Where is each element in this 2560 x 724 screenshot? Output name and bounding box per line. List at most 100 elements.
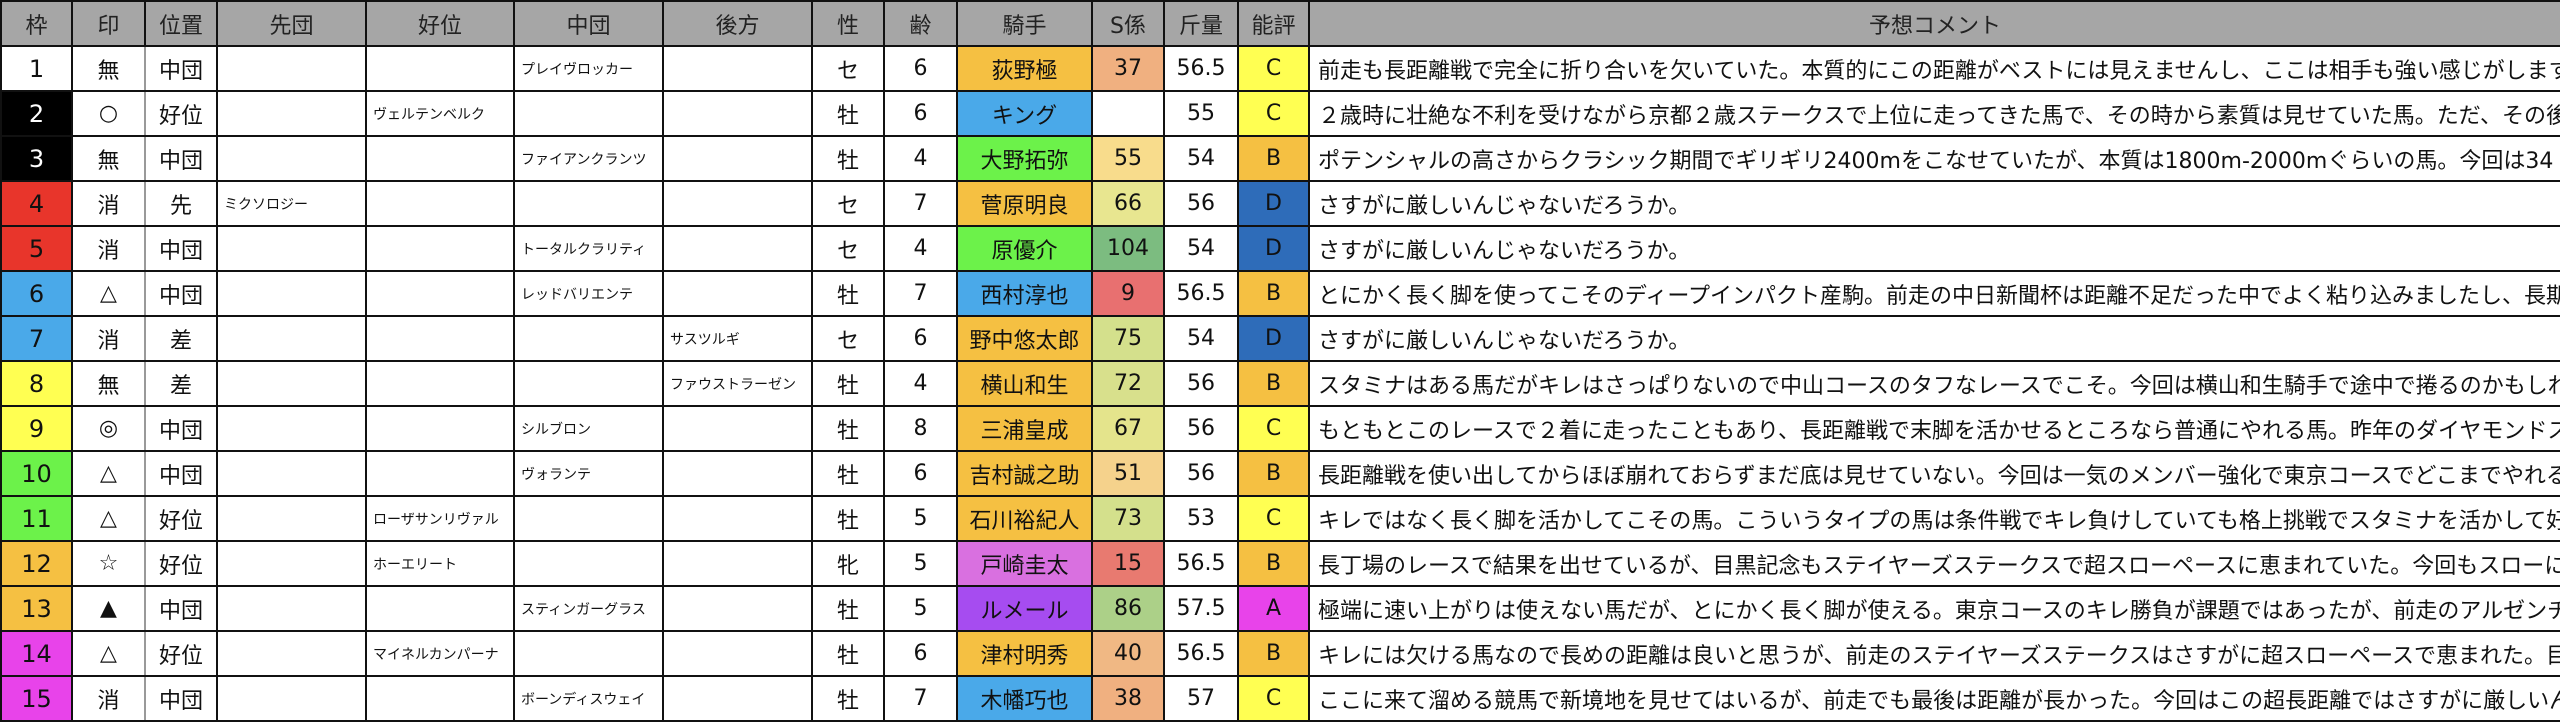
weight-cell[interactable]: 56	[1163, 450, 1239, 497]
koui-horse-cell[interactable]	[365, 315, 515, 362]
age-cell[interactable]: 4	[883, 225, 958, 272]
rating-cell[interactable]: B	[1237, 450, 1310, 497]
position-cell[interactable]: 好位	[144, 90, 218, 137]
koho-horse-cell[interactable]	[662, 495, 813, 542]
sex-cell[interactable]: セ	[811, 315, 885, 362]
header-sendan[interactable]: 先団	[216, 0, 367, 47]
weight-cell[interactable]: 57	[1163, 675, 1239, 722]
mark-cell[interactable]: 消	[71, 225, 146, 272]
comment-cell[interactable]: 長距離戦を使い出してからほぼ崩れておらずまだ底は見せていない。今回は一気のメンバ…	[1308, 450, 2560, 497]
jockey-cell[interactable]: 荻野極	[956, 45, 1093, 92]
age-cell[interactable]: 6	[883, 315, 958, 362]
frame-cell[interactable]: 5	[0, 225, 73, 272]
jockey-cell[interactable]: 石川裕紀人	[956, 495, 1093, 542]
frame-cell[interactable]: 12	[0, 540, 73, 587]
comment-cell[interactable]: 長丁場のレースで結果を出せているが、目黒記念もステイヤーズステークスで超スローペ…	[1308, 540, 2560, 587]
position-cell[interactable]: 中団	[144, 405, 218, 452]
s-index-cell[interactable]: 104	[1091, 225, 1165, 272]
koui-horse-cell[interactable]	[365, 45, 515, 92]
age-cell[interactable]: 5	[883, 495, 958, 542]
sendan-horse-cell[interactable]	[216, 135, 367, 182]
frame-cell[interactable]: 3	[0, 135, 73, 182]
age-cell[interactable]: 7	[883, 675, 958, 722]
mark-cell[interactable]: 無	[71, 135, 146, 182]
header-rating[interactable]: 能評	[1237, 0, 1310, 47]
koho-horse-cell[interactable]	[662, 405, 813, 452]
comment-cell[interactable]: さすがに厳しいんじゃないだろうか。	[1308, 180, 2560, 227]
rating-cell[interactable]: C	[1237, 675, 1310, 722]
chudan-horse-cell[interactable]	[513, 630, 664, 677]
jockey-cell[interactable]: 野中悠太郎	[956, 315, 1093, 362]
age-cell[interactable]: 6	[883, 630, 958, 677]
koui-horse-cell[interactable]	[365, 360, 515, 407]
koui-horse-cell[interactable]: ローザサンリヴァル	[365, 495, 515, 542]
comment-cell[interactable]: もともとこのレースで２着に走ったこともあり、長距離戦で末脚を活かせるところなら普…	[1308, 405, 2560, 452]
position-cell[interactable]: 先	[144, 180, 218, 227]
age-cell[interactable]: 4	[883, 135, 958, 182]
chudan-horse-cell[interactable]: トータルクラリティ	[513, 225, 664, 272]
s-index-cell[interactable]: 9	[1091, 270, 1165, 317]
koui-horse-cell[interactable]	[365, 405, 515, 452]
chudan-horse-cell[interactable]: スティンガーグラス	[513, 585, 664, 632]
mark-cell[interactable]: 無	[71, 45, 146, 92]
position-cell[interactable]: 中団	[144, 270, 218, 317]
koho-horse-cell[interactable]	[662, 90, 813, 137]
weight-cell[interactable]: 56	[1163, 360, 1239, 407]
rating-cell[interactable]: C	[1237, 90, 1310, 137]
chudan-horse-cell[interactable]	[513, 360, 664, 407]
age-cell[interactable]: 5	[883, 540, 958, 587]
sex-cell[interactable]: 牡	[811, 405, 885, 452]
jockey-cell[interactable]: 菅原明良	[956, 180, 1093, 227]
sex-cell[interactable]: 牡	[811, 585, 885, 632]
s-index-cell[interactable]: 72	[1091, 360, 1165, 407]
weight-cell[interactable]: 56.5	[1163, 630, 1239, 677]
sex-cell[interactable]: 牡	[811, 270, 885, 317]
header-weight[interactable]: 斤量	[1163, 0, 1239, 47]
position-cell[interactable]: 中団	[144, 135, 218, 182]
koho-horse-cell[interactable]	[662, 675, 813, 722]
frame-cell[interactable]: 10	[0, 450, 73, 497]
position-cell[interactable]: 中団	[144, 450, 218, 497]
chudan-horse-cell[interactable]: シルブロン	[513, 405, 664, 452]
comment-cell[interactable]: キレには欠ける馬なので長めの距離は良いと思うが、前走のステイヤーズステークスはさ…	[1308, 630, 2560, 677]
chudan-horse-cell[interactable]: レッドバリエンテ	[513, 270, 664, 317]
rating-cell[interactable]: A	[1237, 585, 1310, 632]
weight-cell[interactable]: 57.5	[1163, 585, 1239, 632]
comment-cell[interactable]: ２歳時に壮絶な不利を受けながら京都２歳ステークスで上位に走ってきた馬で、その時か…	[1308, 90, 2560, 137]
frame-cell[interactable]: 1	[0, 45, 73, 92]
koui-horse-cell[interactable]	[365, 450, 515, 497]
rating-cell[interactable]: C	[1237, 405, 1310, 452]
header-comment[interactable]: 予想コメント	[1308, 0, 2560, 47]
chudan-horse-cell[interactable]	[513, 180, 664, 227]
sex-cell[interactable]: 牡	[811, 360, 885, 407]
sex-cell[interactable]: セ	[811, 180, 885, 227]
frame-cell[interactable]: 9	[0, 405, 73, 452]
chudan-horse-cell[interactable]: ボーンディスウェイ	[513, 675, 664, 722]
jockey-cell[interactable]: 西村淳也	[956, 270, 1093, 317]
sendan-horse-cell[interactable]	[216, 315, 367, 362]
weight-cell[interactable]: 56.5	[1163, 540, 1239, 587]
header-koho[interactable]: 後方	[662, 0, 813, 47]
weight-cell[interactable]: 55	[1163, 90, 1239, 137]
position-cell[interactable]: 好位	[144, 495, 218, 542]
koui-horse-cell[interactable]	[365, 270, 515, 317]
comment-cell[interactable]: スタミナはある馬だがキレはさっぱりないので中山コースのタフなレースでこそ。今回は…	[1308, 360, 2560, 407]
jockey-cell[interactable]: 木幡巧也	[956, 675, 1093, 722]
chudan-horse-cell[interactable]	[513, 540, 664, 587]
weight-cell[interactable]: 56	[1163, 180, 1239, 227]
s-index-cell[interactable]: 37	[1091, 45, 1165, 92]
koho-horse-cell[interactable]: ファウストラーゼン	[662, 360, 813, 407]
koui-horse-cell[interactable]	[365, 180, 515, 227]
header-age[interactable]: 齢	[883, 0, 958, 47]
sendan-horse-cell[interactable]	[216, 540, 367, 587]
chudan-horse-cell[interactable]	[513, 495, 664, 542]
mark-cell[interactable]: ▲	[71, 585, 146, 632]
comment-cell[interactable]: 極端に速い上がりは使えない馬だが、とにかく長く脚が使える。東京コースのキレ勝負が…	[1308, 585, 2560, 632]
koui-horse-cell[interactable]: マイネルカンパーナ	[365, 630, 515, 677]
sendan-horse-cell[interactable]	[216, 585, 367, 632]
koho-horse-cell[interactable]	[662, 45, 813, 92]
s-index-cell[interactable]: 51	[1091, 450, 1165, 497]
weight-cell[interactable]: 54	[1163, 315, 1239, 362]
sex-cell[interactable]: 牡	[811, 495, 885, 542]
sex-cell[interactable]: 牡	[811, 135, 885, 182]
